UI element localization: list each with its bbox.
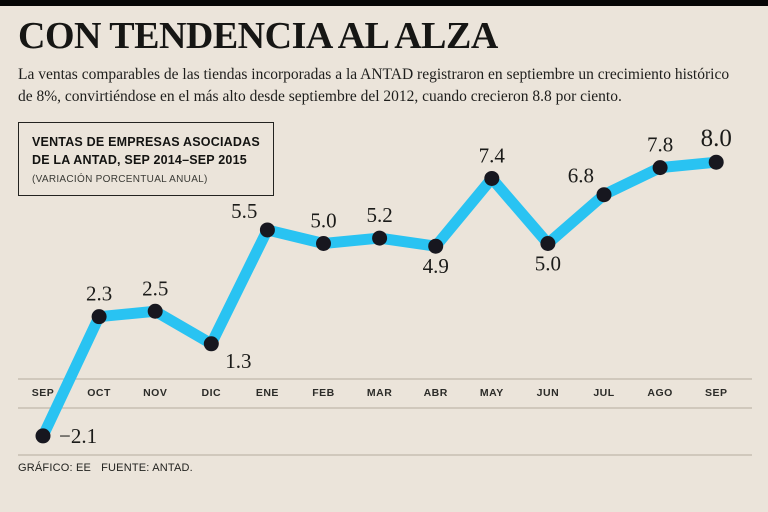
month-label: JUN	[537, 387, 560, 399]
line-chart: SEP OCT NOV DIC ENE FEB MAR ABR MAY JUN JUL AGO SEP −…	[18, 125, 752, 456]
value-label: 5.0	[310, 209, 336, 233]
data-point	[259, 222, 275, 238]
value-label: 5.0	[535, 252, 561, 276]
data-point	[652, 160, 668, 176]
footer-source: FUENTE: ANTAD.	[101, 462, 193, 474]
top-bar	[0, 0, 768, 6]
value-label: 7.8	[647, 133, 673, 157]
month-label: ENE	[256, 387, 279, 399]
value-label: 6.8	[568, 164, 594, 188]
month-label: JUL	[593, 387, 614, 399]
value-label: −2.1	[59, 424, 97, 448]
data-point	[708, 154, 724, 170]
legend-title: VENTAS DE EMPRESAS ASOCIADAS DE LA ANTAD…	[32, 134, 260, 169]
legend-box: VENTAS DE EMPRESAS ASOCIADAS DE LA ANTAD…	[18, 122, 274, 196]
month-label: AGO	[647, 387, 672, 399]
month-label: SEP	[705, 387, 728, 399]
value-label: 1.3	[225, 349, 251, 373]
legend-title-line1: VENTAS DE EMPRESAS ASOCIADAS	[32, 135, 260, 149]
data-point	[203, 336, 219, 352]
month-label: DIC	[202, 387, 222, 399]
intro-paragraph: La ventas comparables de las tiendas inc…	[18, 66, 730, 105]
data-point	[484, 170, 500, 186]
value-label: 8.0	[701, 125, 732, 152]
value-label: 5.2	[366, 203, 392, 227]
data-point	[316, 236, 331, 251]
data-point	[35, 428, 51, 444]
footer: GRÁFICO: EE FUENTE: ANTAD.	[18, 462, 193, 474]
data-point	[147, 303, 163, 319]
footer-credit: GRÁFICO: EE	[18, 462, 92, 474]
month-label: MAR	[367, 387, 392, 399]
value-label: 7.4	[479, 143, 506, 167]
month-label: FEB	[312, 387, 335, 399]
data-point	[91, 309, 107, 325]
data-point	[372, 230, 388, 246]
month-label: MAY	[480, 387, 504, 399]
data-point	[596, 187, 612, 203]
month-label: SEP	[32, 387, 55, 399]
value-label: 2.3	[86, 282, 112, 306]
legend-title-line2: DE LA ANTAD, SEP 2014–SEP 2015	[32, 152, 247, 167]
month-label: ABR	[424, 387, 448, 399]
month-label: OCT	[87, 387, 111, 399]
value-label: 5.5	[231, 199, 257, 223]
data-point	[540, 236, 556, 251]
legend-subtitle: (VARIACIÓN PORCENTUAL ANUAL)	[32, 174, 208, 185]
month-label: NOV	[143, 387, 167, 399]
value-label: 2.5	[142, 276, 168, 300]
value-label: 4.9	[423, 254, 449, 278]
data-point	[428, 238, 444, 254]
page-title: CON TENDENCIA AL ALZA	[18, 15, 498, 57]
